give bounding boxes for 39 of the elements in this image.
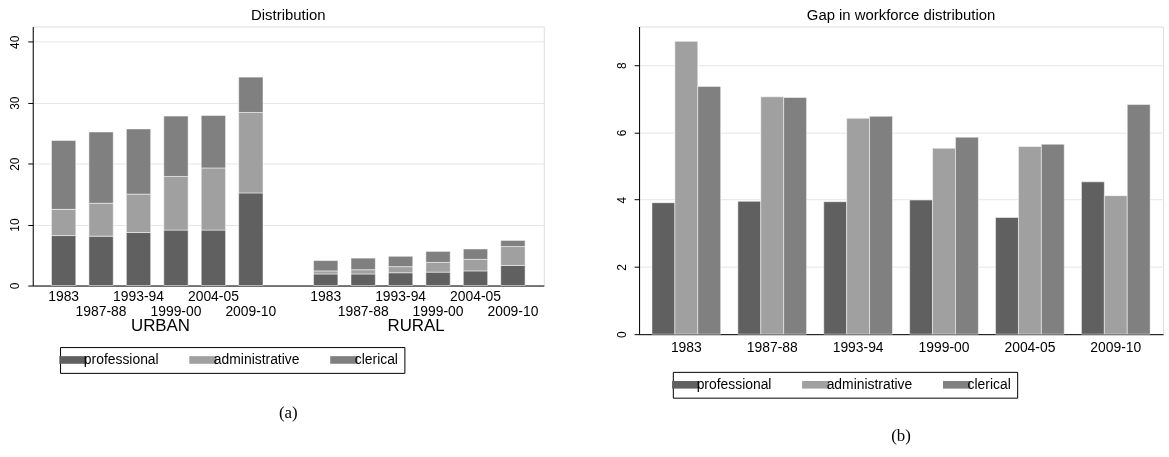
y-tick-label: 40 xyxy=(8,35,23,49)
y-tick-label: 10 xyxy=(8,218,23,232)
x-tick-label: 2004-05 xyxy=(187,288,240,305)
text: (b) xyxy=(891,426,911,446)
x-tick-label: 1999-00 xyxy=(918,338,970,355)
chart-title: Distribution xyxy=(251,6,326,23)
x-tick-label: 2009-10 xyxy=(487,303,539,320)
bar xyxy=(313,260,339,272)
chart-title: Gap in workforce distribution xyxy=(806,6,996,23)
legend-label: professional xyxy=(696,375,772,392)
x-tick-label: 1993-94 xyxy=(832,338,884,355)
x-tick-label: 1983 xyxy=(48,288,80,305)
y-tick-label: 0 xyxy=(614,330,629,338)
legend-label: administrative xyxy=(213,350,300,367)
y-tick-label: 2 xyxy=(614,263,629,271)
legend-label: administrative xyxy=(826,375,913,392)
y-tick-label: 8 xyxy=(614,62,629,70)
text: (a) xyxy=(278,402,298,422)
x-tick-label: 1993-94 xyxy=(113,288,165,305)
bar xyxy=(313,273,339,286)
x-tick-label: 2009-10 xyxy=(1090,338,1142,355)
legend-label: clerical xyxy=(967,375,1011,392)
x-tick-label: 1983 xyxy=(670,338,703,355)
x-tick-label: 1987-88 xyxy=(746,338,798,355)
x-tick-label: 1983 xyxy=(310,288,342,305)
bar xyxy=(350,273,376,286)
y-tick-label: 0 xyxy=(8,282,23,290)
y-tick-label: 4 xyxy=(614,196,629,204)
y-tick-label: 6 xyxy=(614,129,629,137)
x-tick-label: 1987-88 xyxy=(337,303,389,320)
legend-label: clerical xyxy=(354,350,398,367)
y-tick-label: 30 xyxy=(8,96,23,110)
x-tick-label: 2004-05 xyxy=(1004,338,1056,355)
x-tick-label: 2004-05 xyxy=(450,288,502,305)
x-tick-label: 2009-10 xyxy=(225,303,277,320)
x-tick-label: 1987-88 xyxy=(75,303,127,320)
y-tick-label: 20 xyxy=(8,157,23,171)
legend-label: professional xyxy=(83,350,159,367)
x-tick-label: 1993-94 xyxy=(375,288,427,305)
